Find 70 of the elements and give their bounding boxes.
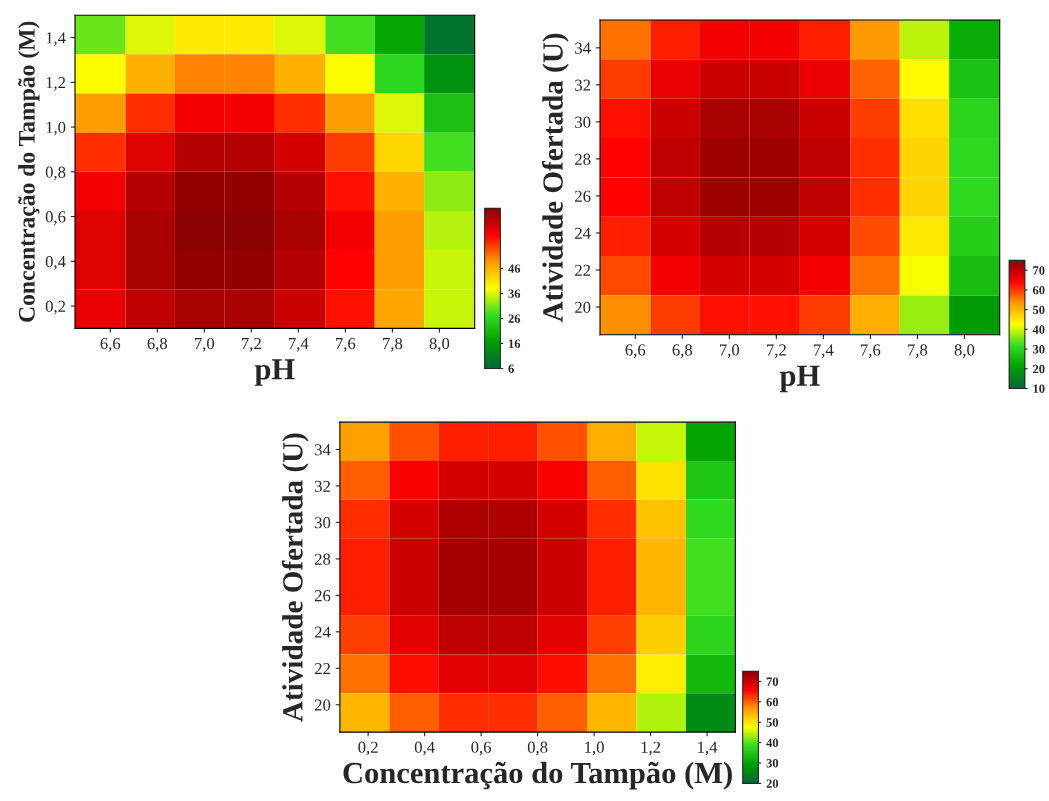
color-bar-label: 60 — [1032, 285, 1045, 295]
x-tick-label: 7,6 — [861, 344, 881, 358]
y-axis-title: Atividade Ofertada (U) — [281, 433, 309, 722]
color-bar-label: 60 — [766, 697, 779, 707]
x-tick-label: 0,2 — [358, 741, 378, 756]
y-tick-label: 24 — [314, 626, 331, 638]
x-tick-label: 7,2 — [242, 337, 261, 352]
x-tick-label: 7,0 — [194, 337, 215, 352]
y-tick-label: 0,4 — [45, 256, 66, 270]
x-tick-label: 7,4 — [814, 344, 834, 358]
x-tick-label: 0,6 — [471, 741, 492, 756]
x-tick-label: 1,0 — [585, 741, 604, 756]
x-tick-label: 6,8 — [147, 337, 168, 352]
color-bar-label: 10 — [1033, 384, 1045, 393]
color-bar-label: 20 — [1033, 364, 1045, 374]
y-tick-label: 32 — [575, 79, 591, 91]
x-tick-label: 0,4 — [414, 741, 435, 756]
y-tick-label: 20 — [575, 301, 591, 313]
x-tick-label: 1,4 — [698, 741, 718, 756]
color-bar-label: 70 — [1033, 266, 1045, 275]
color-bar-label: 70 — [766, 677, 779, 686]
y-tick-label: 0,8 — [45, 166, 66, 181]
color-bar-label: 40 — [1032, 325, 1045, 334]
y-tick-label: 22 — [575, 264, 591, 276]
y-axis-title: Atividade Ofertada (U) — [542, 33, 569, 323]
x-tick-label: 7,8 — [908, 344, 928, 358]
y-tick-label: 26 — [314, 590, 331, 602]
x-tick-label: 6,8 — [672, 344, 693, 358]
y-tick-label: 30 — [575, 116, 591, 128]
y-tick-label: 1,4 — [46, 32, 66, 46]
y-tick-label: 0,2 — [45, 300, 66, 315]
color-bar-label: 46 — [508, 264, 521, 273]
y-tick-label: 0,6 — [45, 211, 66, 225]
x-tick-label: 8,0 — [429, 337, 450, 352]
color-bar-label: 50 — [1033, 305, 1045, 315]
color-bar-label: 6 — [508, 364, 514, 373]
color-bar-label: 30 — [1032, 345, 1045, 354]
x-tick-label: 6,6 — [100, 337, 121, 352]
x-tick-label: 1,2 — [641, 741, 661, 756]
y-tick-label: 30 — [314, 517, 331, 529]
x-tick-label: 8,0 — [954, 344, 975, 358]
y-tick-label: 22 — [314, 663, 330, 675]
y-tick-label: 1,2 — [46, 77, 66, 91]
x-axis-title: pH — [254, 359, 295, 386]
y-tick-label: 20 — [314, 699, 331, 711]
x-tick-label: 6,6 — [625, 344, 646, 358]
y-tick-label: 34 — [314, 444, 331, 456]
y-tick-label: 28 — [314, 553, 331, 565]
x-tick-label: 7,0 — [720, 344, 740, 358]
color-bar-label: 36 — [508, 289, 521, 298]
color-bar-label: 40 — [766, 738, 779, 748]
x-tick-label: 7,2 — [767, 344, 786, 358]
color-bar-label: 50 — [766, 718, 779, 727]
color-bar-label: 16 — [509, 339, 521, 348]
x-tick-label: 0,8 — [527, 741, 548, 756]
y-tick-label: 24 — [575, 227, 591, 239]
x-tick-label: 7,4 — [289, 338, 309, 352]
y-tick-label: 1,0 — [46, 121, 66, 136]
color-bar-label: 30 — [766, 759, 779, 768]
color-bar-label: 26 — [508, 314, 521, 323]
x-tick-label: 7,6 — [336, 337, 356, 352]
y-axis-title: Concentração do Tampão (M) — [18, 21, 40, 322]
y-tick-label: 34 — [575, 42, 591, 54]
y-tick-label: 32 — [314, 480, 330, 492]
y-tick-label: 26 — [575, 190, 591, 202]
y-tick-label: 28 — [575, 153, 591, 165]
x-axis-title: pH — [779, 365, 820, 393]
color-bar-label: 20 — [766, 779, 779, 788]
x-tick-label: 7,8 — [383, 337, 403, 352]
x-axis-title: Concentração do Tampão (M) — [343, 761, 732, 790]
